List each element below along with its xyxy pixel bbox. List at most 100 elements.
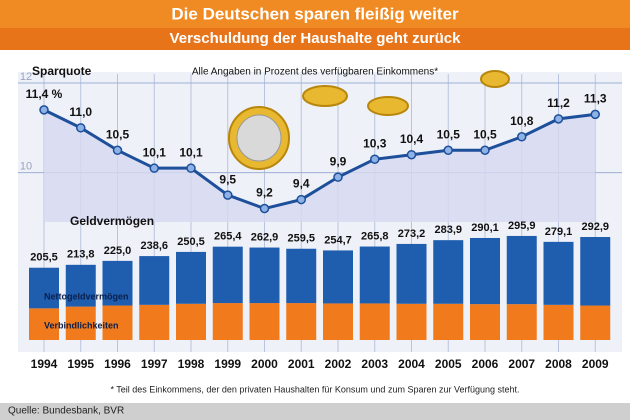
y-tick-label: 10 (20, 161, 32, 173)
x-tick-label: 2008 (545, 357, 572, 371)
total-label: 292,9 (581, 221, 609, 233)
value-label: 11,0 (69, 105, 92, 119)
point (517, 132, 527, 142)
point (333, 172, 343, 182)
value-label: 11,2 (547, 96, 570, 110)
bar-segment (323, 250, 353, 304)
x-tick-label: 1998 (178, 357, 205, 371)
value-label: 9,2 (256, 186, 273, 200)
total-label: 290,1 (471, 222, 499, 234)
total-label: 265,4 (214, 231, 242, 243)
total-label: 205,5 (30, 252, 58, 264)
bar-segment (470, 237, 500, 305)
total-label: 265,8 (361, 230, 389, 242)
bar-segment (139, 256, 170, 305)
bar-segment (29, 267, 59, 309)
bar-segment (249, 303, 280, 340)
title: Die Deutschen sparen fleißig weiter (171, 4, 459, 23)
point (223, 190, 233, 200)
value-label: 9,5 (219, 172, 236, 186)
x-tick-label: 1995 (67, 357, 94, 371)
bar-segment (29, 308, 59, 340)
bar-segment (359, 303, 390, 340)
bar-segment (286, 248, 317, 304)
x-tick-label: 1999 (214, 357, 241, 371)
bar-segment (139, 304, 170, 340)
subheader-band (0, 28, 630, 50)
bar-segment (506, 235, 537, 305)
header-band (0, 0, 630, 28)
point (296, 194, 306, 205)
bar-segment (359, 246, 390, 304)
bar-segment (396, 303, 427, 340)
value-label: 11,4 % (26, 87, 63, 101)
value-label: 10,5 (473, 127, 497, 141)
source: Quelle: Bundesbank, BVR (8, 406, 124, 417)
chart-title: Geldvermögen (70, 214, 154, 228)
bar-segment (543, 241, 574, 305)
value-label: 10,8 (510, 114, 534, 128)
x-tick-label: 1997 (141, 357, 168, 371)
point (406, 149, 417, 160)
point (480, 145, 490, 155)
value-label: 10,4 (400, 132, 424, 146)
bar-segment (249, 247, 280, 304)
total-label: 279,1 (545, 226, 573, 238)
point (370, 154, 380, 164)
plot: 1994 1995 1996 1997 1998 1999 2000 2001 2002 2003… (18, 64, 622, 371)
total-label: 262,9 (251, 231, 279, 243)
x-tick-label: 2004 (398, 357, 425, 371)
footnote: * Teil des Einkommens, der den privaten … (110, 384, 519, 394)
value-label: 10,5 (437, 127, 461, 141)
point (112, 145, 123, 155)
series-label: Verbindlichkeiten (44, 320, 119, 330)
y-tick-label: 12 (20, 71, 32, 83)
value-label: 9,4 (293, 177, 310, 191)
bar-segment (286, 303, 317, 340)
x-tick-label: 2005 (435, 357, 462, 371)
bar-segment (212, 303, 243, 340)
bar-segment (176, 251, 206, 304)
bar-segment (65, 264, 96, 307)
total-label: 295,9 (508, 220, 536, 232)
bar-segment (323, 303, 353, 340)
bar-segment (65, 306, 96, 340)
x-tick-label: 2001 (288, 357, 315, 371)
point (149, 163, 159, 173)
coin (367, 96, 409, 116)
series-label: Nettogeldvermögen (44, 291, 129, 301)
bar-segment (102, 260, 133, 306)
area (44, 109, 596, 222)
bar-segment (543, 304, 574, 340)
x-tick-label: 2006 (472, 357, 499, 371)
point (590, 109, 600, 120)
bar-segment (580, 305, 611, 340)
point (259, 203, 270, 214)
bar-segment (580, 237, 611, 306)
value-label: 10,3 (363, 136, 387, 150)
bar-segment (433, 240, 464, 304)
x-tick-label: 2009 (582, 357, 609, 371)
total-label: 259,5 (287, 233, 315, 245)
subtitle: Verschuldung der Haushalte geht zurück (170, 30, 462, 47)
x-tick-label: 1994 (31, 357, 58, 371)
point (39, 105, 49, 115)
total-label: 283,9 (434, 224, 462, 236)
bar-segment (433, 303, 464, 340)
coin (236, 114, 282, 162)
coins (228, 70, 510, 170)
total-label: 250,5 (177, 236, 205, 248)
chart-title: Sparquote (32, 64, 92, 78)
bar-segment (396, 243, 427, 304)
value-label: 10,5 (106, 127, 130, 141)
bar-segment (470, 304, 500, 340)
total-label: 213,8 (67, 249, 95, 261)
x-tick-label: 1996 (104, 357, 131, 371)
point (186, 163, 196, 173)
total-label: 238,6 (140, 240, 168, 252)
x-tick-label: 2007 (508, 357, 535, 371)
value-label: 9,9 (330, 154, 347, 168)
footer-band (0, 403, 630, 420)
x-tick-label: 2002 (325, 357, 352, 371)
